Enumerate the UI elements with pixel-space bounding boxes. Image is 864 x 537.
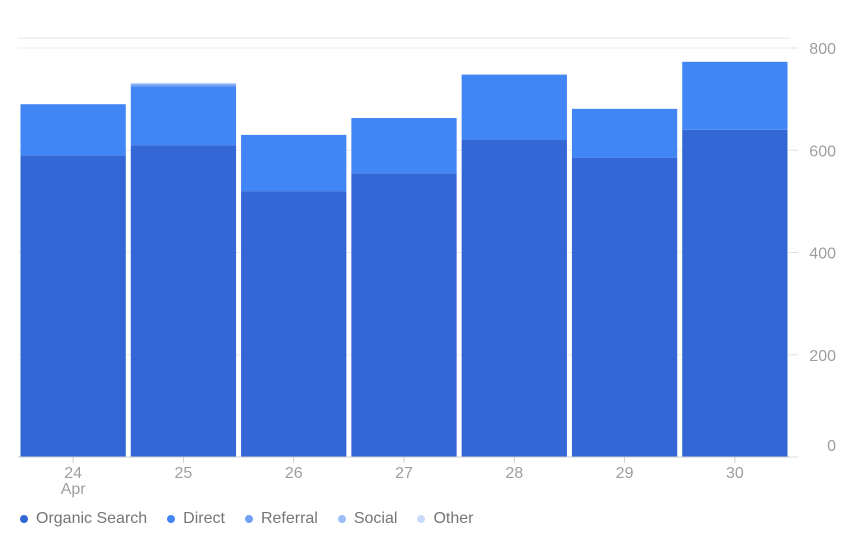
legend-dot-icon xyxy=(245,515,253,523)
bar-segment-organic-search xyxy=(241,191,346,457)
bar-segment-organic-search xyxy=(572,158,677,457)
x-tick-label: 29 xyxy=(616,465,634,482)
bar-segment-direct xyxy=(241,135,346,191)
bar-segment-organic-search xyxy=(462,140,567,457)
x-tick-label: 24 xyxy=(64,465,82,482)
legend-item[interactable]: Referral xyxy=(245,510,318,528)
y-tick-label: 600 xyxy=(809,143,836,160)
legend-dot-icon xyxy=(167,515,175,523)
legend-dot-icon xyxy=(338,515,346,523)
x-tick-label: 26 xyxy=(285,465,303,482)
x-tick-label: 25 xyxy=(175,465,193,482)
legend-label: Referral xyxy=(261,510,318,528)
legend-label: Direct xyxy=(183,510,225,528)
bar-segment-direct xyxy=(351,118,456,173)
legend-label: Social xyxy=(354,510,398,528)
chart-legend: Organic Search Direct Referral Social Other xyxy=(20,508,493,530)
y-tick-label: 800 xyxy=(809,41,836,58)
x-month-label: Apr xyxy=(61,481,87,498)
legend-label: Organic Search xyxy=(36,510,147,528)
bar-segment-direct xyxy=(682,62,787,130)
legend-dot-icon xyxy=(20,515,28,523)
bar-segment-direct xyxy=(462,75,567,140)
legend-item[interactable]: Social xyxy=(338,510,398,528)
bar-segment-organic-search xyxy=(21,155,126,457)
legend-label: Other xyxy=(433,510,473,528)
bar-segment-direct xyxy=(21,104,126,155)
bar-segment-organic-search xyxy=(351,173,456,457)
bar-segment-referral xyxy=(131,84,236,86)
bar-segment-organic-search xyxy=(131,145,236,457)
legend-item[interactable]: Organic Search xyxy=(20,510,147,528)
bars xyxy=(21,62,788,457)
x-tick-label: 27 xyxy=(395,465,413,482)
legend-dot-icon xyxy=(417,515,425,523)
y-tick-label: 0 xyxy=(827,438,836,455)
x-tick-label: 30 xyxy=(726,465,744,482)
bar-segment-organic-search xyxy=(682,130,787,457)
legend-item[interactable]: Other xyxy=(417,510,473,528)
y-tick-label: 200 xyxy=(809,348,836,365)
x-tick-label: 28 xyxy=(505,465,523,482)
bar-segment-direct xyxy=(131,86,236,145)
y-tick-label: 400 xyxy=(809,246,836,263)
legend-item[interactable]: Direct xyxy=(167,510,225,528)
bar-segment-social xyxy=(131,83,236,84)
bar-segment-direct xyxy=(572,109,677,158)
